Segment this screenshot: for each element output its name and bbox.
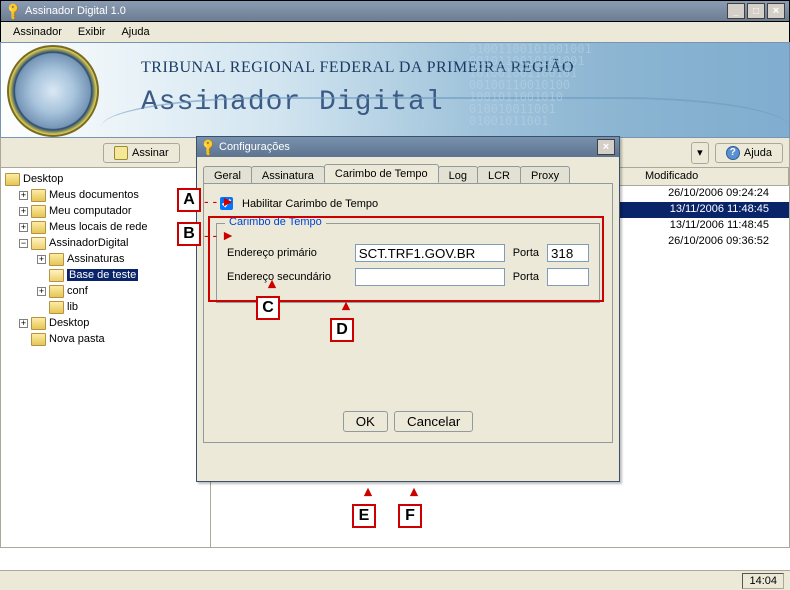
help-icon: ?: [726, 146, 740, 160]
menu-exibir[interactable]: Exibir: [70, 24, 114, 40]
primary-port-input[interactable]: [547, 244, 589, 262]
clock: 14:04: [742, 573, 784, 589]
tab-geral[interactable]: Geral: [203, 166, 252, 184]
system-buttons: _ □ ×: [727, 3, 785, 19]
tab-proxy[interactable]: Proxy: [520, 166, 570, 184]
tab-log[interactable]: Log: [438, 166, 478, 184]
tree-item[interactable]: Nova pasta: [1, 331, 210, 347]
port-label-2: Porta: [513, 271, 539, 283]
callout-b: B: [177, 222, 201, 246]
tab-lcr[interactable]: LCR: [477, 166, 521, 184]
secondary-row: Endereço secundário Porta: [227, 268, 589, 286]
banner-title: TRIBUNAL REGIONAL FEDERAL DA PRIMEIRA RE…: [141, 59, 574, 77]
callout-f: F: [398, 504, 422, 528]
folder-icon: [31, 205, 46, 218]
folder-open-icon: [31, 237, 46, 250]
folder-open-icon: [49, 269, 64, 282]
tab-assinatura[interactable]: Assinatura: [251, 166, 325, 184]
timestamp-group: Carimbo de Tempo Endereço primário Porta…: [216, 223, 600, 303]
menu-assinador[interactable]: Assinador: [5, 24, 70, 40]
court-seal-icon: [7, 45, 99, 137]
expand-icon[interactable]: +: [37, 255, 46, 264]
dialog-close-button[interactable]: ×: [597, 139, 615, 155]
folder-icon: [31, 317, 46, 330]
window-title: Assinador Digital 1.0: [25, 5, 727, 17]
expand-icon[interactable]: +: [19, 191, 28, 200]
main-window-titlebar: 🔑 Assinador Digital 1.0 _ □ ×: [0, 0, 790, 22]
tree-item[interactable]: +Desktop: [1, 315, 210, 331]
folder-icon: [31, 189, 46, 202]
help-button[interactable]: ? Ajuda: [715, 143, 783, 163]
folder-icon: [31, 333, 46, 346]
primary-address-input[interactable]: [355, 244, 505, 262]
folder-icon: [49, 253, 64, 266]
app-banner: TRIBUNAL REGIONAL FEDERAL DA PRIMEIRA RE…: [0, 42, 790, 138]
assinar-label: Assinar: [132, 147, 169, 159]
status-bar: 14:04: [0, 570, 790, 590]
tree-item[interactable]: +Assinaturas: [1, 251, 210, 267]
tree-root[interactable]: Desktop: [1, 171, 210, 187]
help-label: Ajuda: [744, 147, 772, 159]
dialog-title: Configurações: [219, 141, 597, 153]
expand-icon[interactable]: +: [19, 319, 28, 328]
banner-swoosh: [101, 97, 789, 138]
folder-icon: [49, 285, 64, 298]
dialog-buttons: OK Cancelar: [204, 411, 612, 432]
maximize-button[interactable]: □: [747, 3, 765, 19]
tree-item-selected[interactable]: Base de teste: [1, 267, 210, 283]
tree-item[interactable]: lib: [1, 299, 210, 315]
callout-d: D: [330, 318, 354, 342]
callout-e: E: [352, 504, 376, 528]
desktop-icon: [5, 173, 20, 186]
tree-item[interactable]: +conf: [1, 283, 210, 299]
ok-button[interactable]: OK: [343, 411, 388, 432]
sign-icon: [114, 146, 128, 160]
cancel-button[interactable]: Cancelar: [394, 411, 473, 432]
close-button[interactable]: ×: [767, 3, 785, 19]
folder-icon: [31, 221, 46, 234]
expand-icon[interactable]: +: [19, 207, 28, 216]
callout-c: C: [256, 296, 280, 320]
enable-timestamp-row: Habilitar Carimbo de Tempo: [216, 194, 600, 213]
minimize-button[interactable]: _: [727, 3, 745, 19]
secondary-address-input[interactable]: [355, 268, 505, 286]
tab-carimbo-de-tempo[interactable]: Carimbo de Tempo: [324, 164, 439, 183]
expand-icon[interactable]: +: [19, 223, 28, 232]
enable-timestamp-label: Habilitar Carimbo de Tempo: [242, 198, 378, 210]
callout-a: A: [177, 188, 201, 212]
group-legend: Carimbo de Tempo: [225, 216, 326, 228]
primary-address-label: Endereço primário: [227, 247, 347, 259]
expand-icon[interactable]: +: [37, 287, 46, 296]
assinar-button[interactable]: Assinar: [103, 143, 180, 163]
port-label-1: Porta: [513, 247, 539, 259]
primary-row: Endereço primário Porta: [227, 244, 589, 262]
menu-bar: Assinador Exibir Ajuda: [0, 22, 790, 42]
dialog-tabs: Geral Assinatura Carimbo de Tempo Log LC…: [203, 163, 613, 183]
secondary-port-input[interactable]: [547, 268, 589, 286]
enable-timestamp-checkbox[interactable]: [220, 197, 233, 210]
menu-ajuda[interactable]: Ajuda: [113, 24, 157, 40]
folder-icon: [49, 301, 64, 314]
secondary-address-label: Endereço secundário: [227, 271, 347, 283]
toolbar-dropdown[interactable]: ▾: [691, 142, 709, 164]
collapse-icon[interactable]: −: [19, 239, 28, 248]
app-icon: 🔑: [5, 3, 21, 19]
dialog-icon: 🔑: [201, 140, 215, 154]
dialog-titlebar: 🔑 Configurações ×: [197, 137, 619, 157]
